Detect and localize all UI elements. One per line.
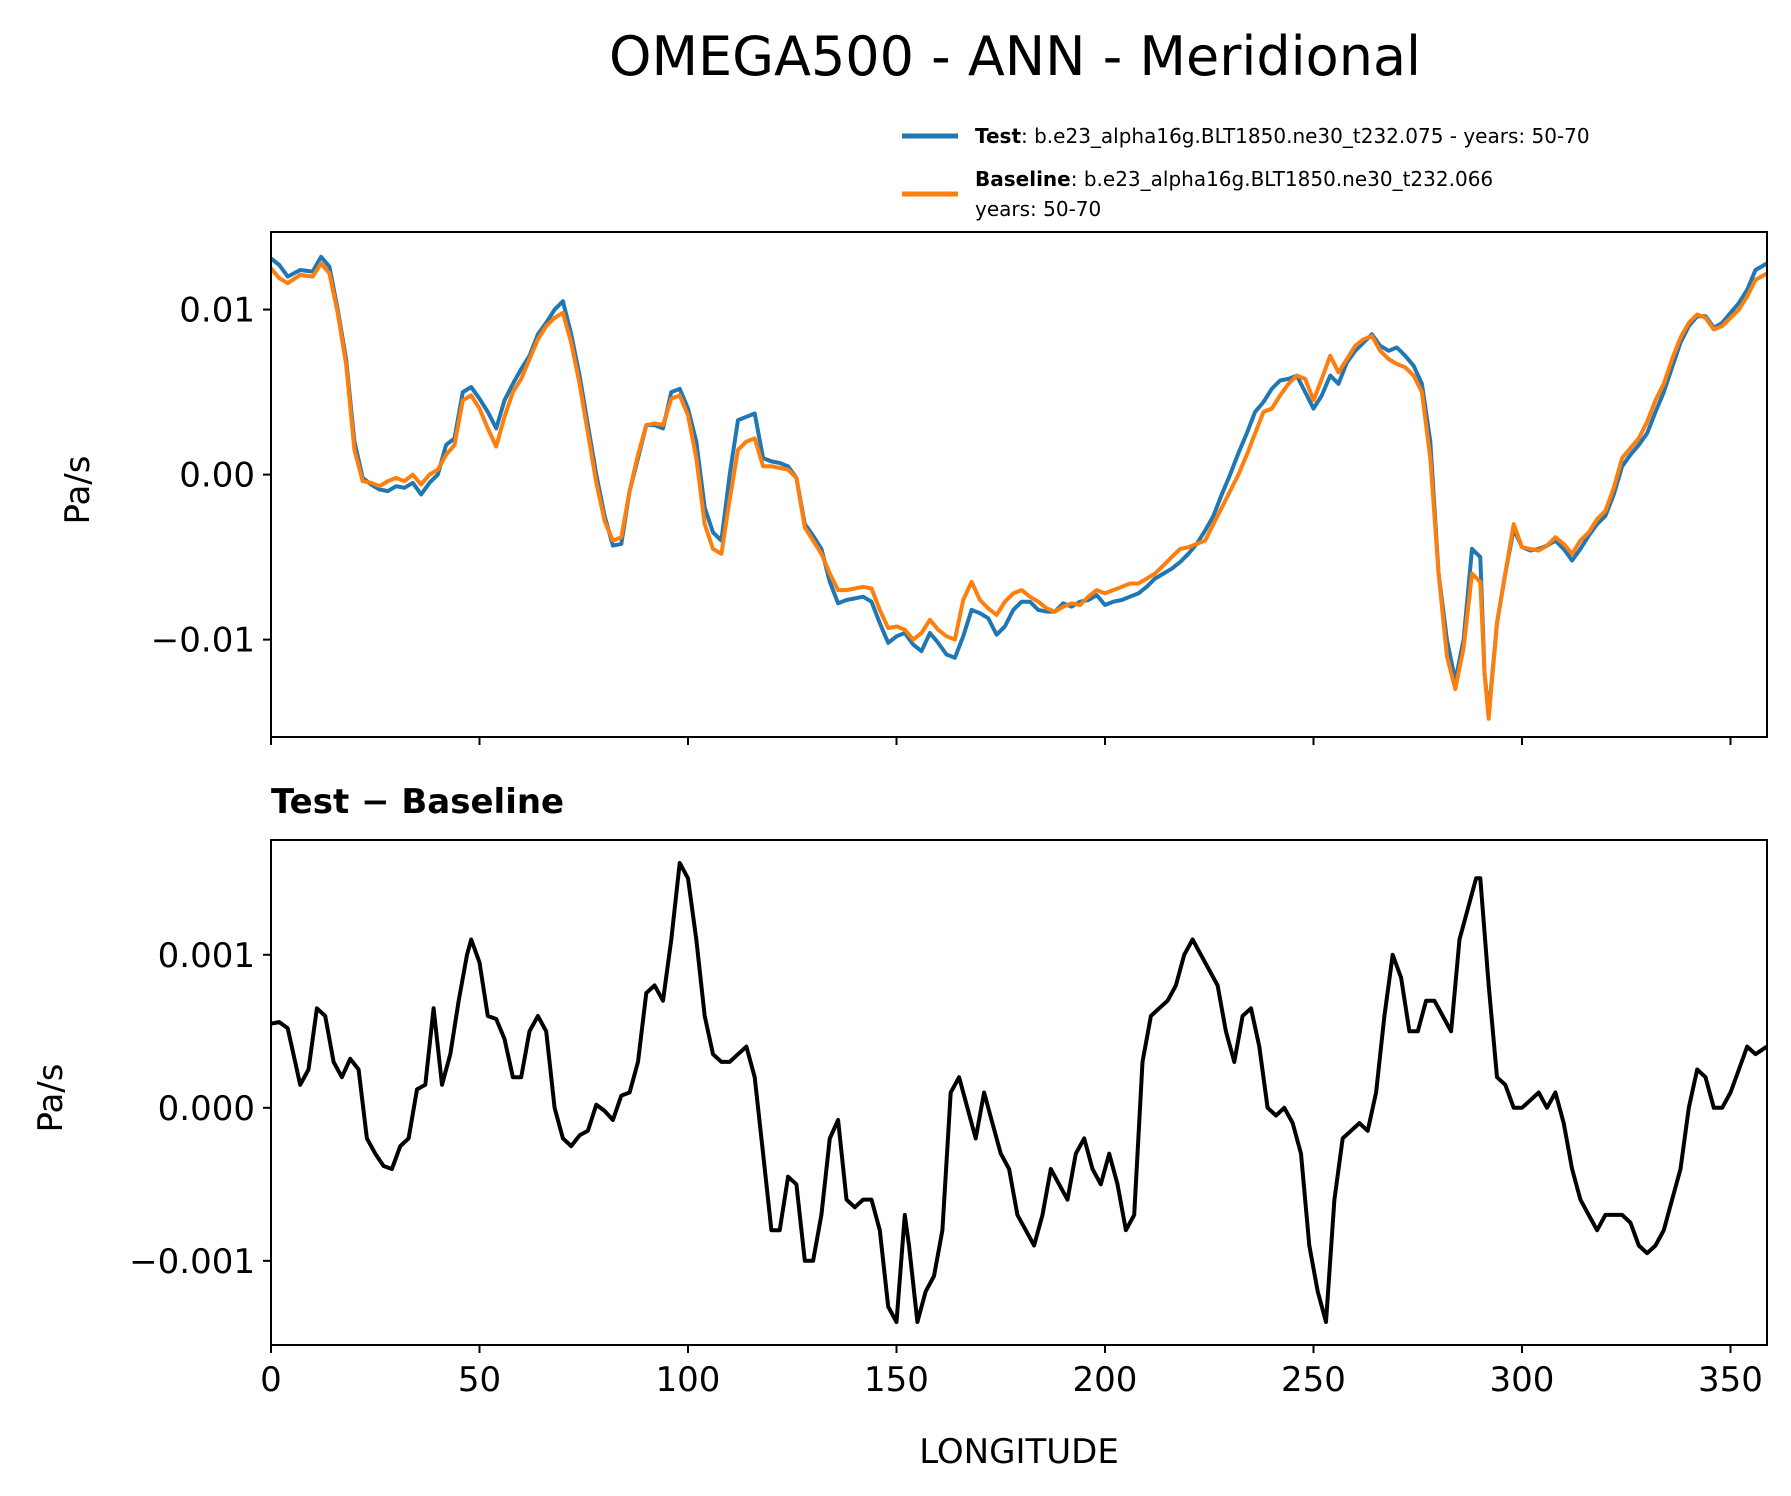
top-y-tick-label: −0.01 [151, 621, 255, 661]
legend-label-baseline: Baseline: b.e23_alpha16g.BLT1850.ne30_t2… [975, 167, 1493, 191]
bottom-axes-frame [270, 839, 1768, 1346]
legend-label-baseline-bold: Baseline [975, 167, 1071, 191]
chart-title: OMEGA500 - ANN - Meridional [609, 25, 1421, 88]
x-axis-label: LONGITUDE [919, 1432, 1119, 1472]
legend: Test: b.e23_alpha16g.BLT1850.ne30_t232.0… [902, 124, 1590, 221]
legend-label-baseline-rest: : b.e23_alpha16g.BLT1850.ne30_t232.066 [1071, 167, 1493, 191]
bottom-x-ticks: 0 50 100 150 200 250 300 350 [260, 1345, 1763, 1400]
bottom-panel-title: Test − Baseline [271, 782, 564, 822]
top-series-group [271, 254, 1767, 721]
bottom-x-tick-label: 0 [260, 1360, 282, 1400]
bottom-y-tick-label: 0.000 [158, 1089, 255, 1129]
bottom-panel: Test − Baseline 0.001 0.000 −0.001 0 50 100 1… [31, 782, 1768, 1400]
bottom-series-line-test-baseline [271, 861, 1767, 1324]
bottom-y-axis-label: Pa/s [31, 1064, 71, 1133]
bottom-x-tick-label: 50 [458, 1360, 501, 1400]
legend-label-test-rest: : b.e23_alpha16g.BLT1850.ne30_t232.075 -… [1021, 124, 1590, 148]
top-y-tick-label: 0.00 [179, 456, 255, 496]
legend-label-test-bold: Test [975, 124, 1021, 148]
bottom-y-tick-label: 0.001 [158, 936, 255, 976]
bottom-series-group [271, 861, 1767, 1324]
top-series-line-baseline [271, 261, 1767, 721]
bottom-x-tick-label: 250 [1281, 1360, 1346, 1400]
top-y-tick-label: 0.01 [179, 291, 255, 331]
top-y-axis-label: Pa/s [58, 456, 98, 525]
bottom-y-ticks: 0.001 0.000 −0.001 [129, 936, 271, 1282]
top-panel: 0.01 0.00 −0.01 Pa/s [58, 231, 1768, 745]
top-y-ticks: 0.01 0.00 −0.01 [151, 291, 271, 661]
bottom-x-tick-label: 300 [1490, 1360, 1555, 1400]
bottom-x-tick-label: 100 [656, 1360, 721, 1400]
bottom-x-tick-label: 350 [1698, 1360, 1763, 1400]
top-axes-frame [270, 231, 1768, 738]
legend-label-test: Test: b.e23_alpha16g.BLT1850.ne30_t232.0… [975, 124, 1590, 148]
bottom-y-tick-label: −0.001 [129, 1242, 255, 1282]
bottom-x-tick-label: 200 [1073, 1360, 1138, 1400]
top-x-ticks [270, 737, 1732, 745]
legend-label-baseline-line2: years: 50-70 [975, 197, 1101, 221]
bottom-x-tick-label: 150 [864, 1360, 929, 1400]
